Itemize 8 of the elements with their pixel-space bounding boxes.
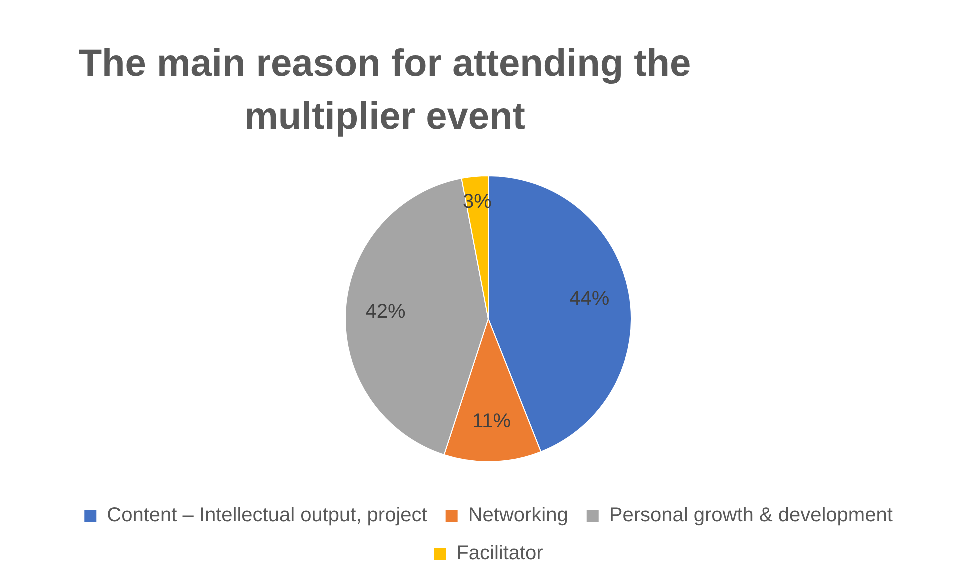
- legend-label: Facilitator: [456, 542, 544, 565]
- data-label: 44%: [570, 288, 610, 310]
- data-label: 11%: [472, 410, 512, 432]
- legend-label: Personal growth & development: [609, 504, 894, 527]
- legend-label: Networking: [468, 504, 568, 527]
- data-label: 42%: [366, 301, 406, 324]
- legend-label: Content – Intellectual output, project: [107, 504, 428, 527]
- chart-title: The main reason for attending the multiplier event: [78, 42, 692, 140]
